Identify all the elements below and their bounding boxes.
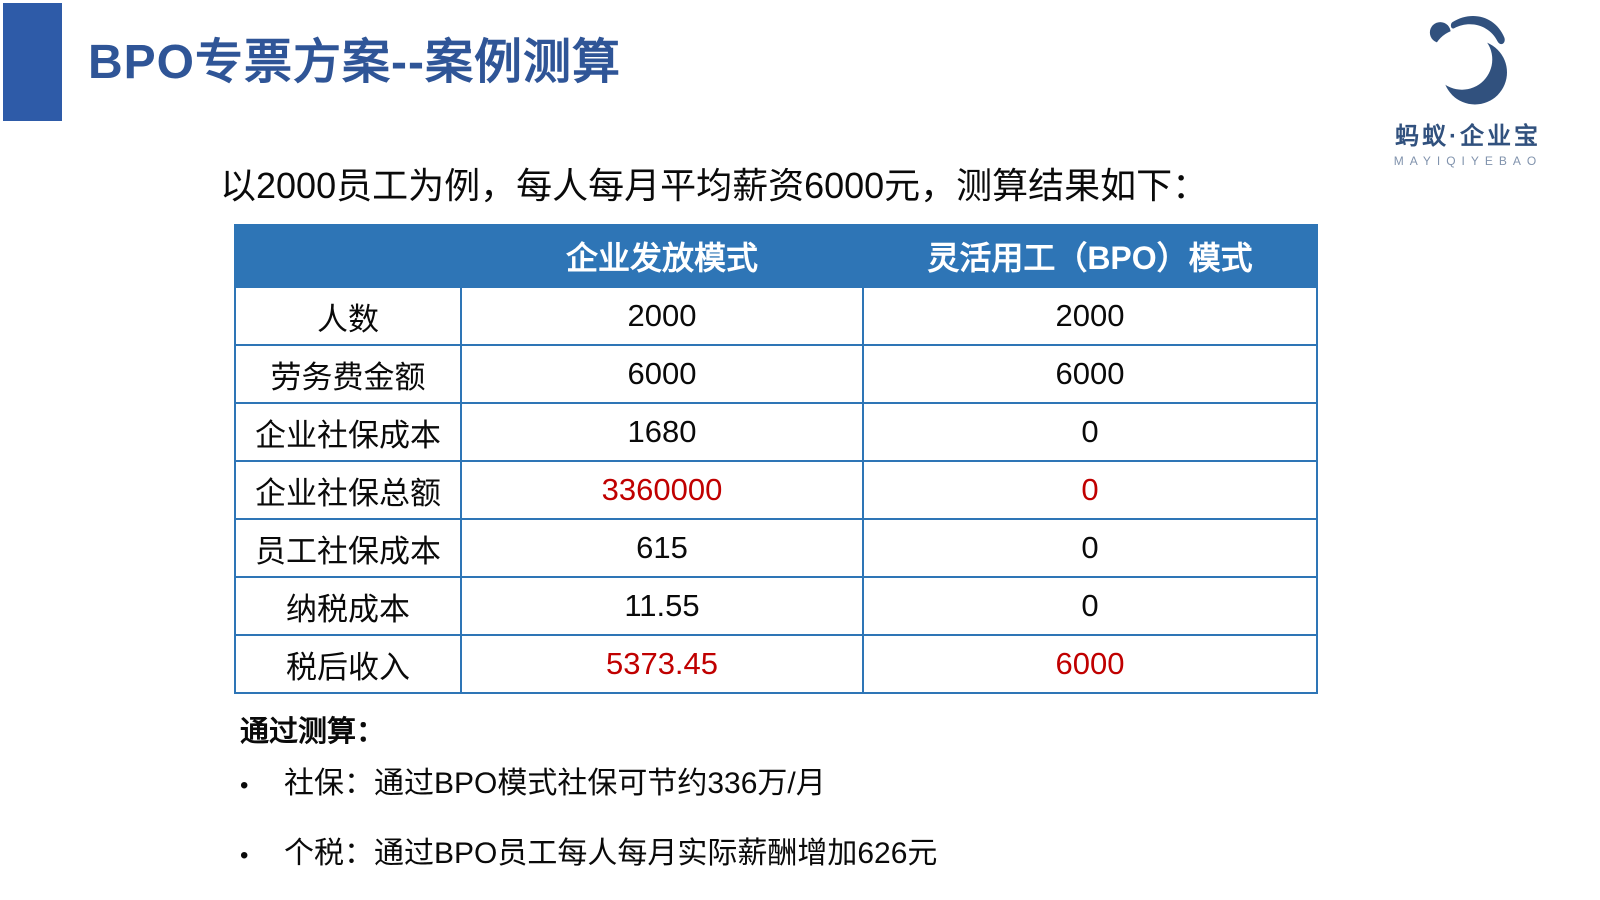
- value-enterprise: 5373.45: [460, 634, 864, 694]
- row-label: 人数: [234, 286, 462, 346]
- logo-name-en: MAYIQIYEBAO: [1393, 154, 1543, 168]
- summary-list: 社保：通过BPO模式社保可节约336万/月 个税：通过BPO员工每人每月实际薪酬…: [240, 758, 937, 898]
- value-bpo: 0: [862, 402, 1318, 462]
- ant-logo-icon: [1429, 15, 1507, 105]
- list-item: 个税：通过BPO员工每人每月实际薪酬增加626元: [240, 828, 937, 872]
- summary-heading: 通过测算：: [240, 716, 386, 748]
- page-title: BPO专票方案--案例测算: [88, 36, 621, 89]
- summary-bullet-text: 社保：通过BPO模式社保可节约336万/月: [284, 767, 826, 800]
- value-enterprise: 615: [460, 518, 864, 578]
- value-bpo: 6000: [862, 634, 1318, 694]
- value-bpo: 0: [862, 460, 1318, 520]
- row-label: 税后收入: [234, 634, 462, 694]
- company-logo: 蚂蚁·企业宝 MAYIQIYEBAO: [1378, 10, 1558, 168]
- header-bpo-mode: 灵活用工（BPO）模式: [862, 224, 1318, 288]
- table-row: 税后收入 5373.45 6000: [234, 634, 1318, 694]
- value-enterprise: 1680: [460, 402, 864, 462]
- bullet-icon: [240, 772, 284, 800]
- value-bpo: 6000: [862, 344, 1318, 404]
- comparison-table: 企业发放模式 灵活用工（BPO）模式 人数 2000 2000 劳务费金额 60…: [234, 224, 1318, 694]
- table-row: 企业社保总额 3360000 0: [234, 460, 1318, 520]
- value-bpo: 0: [862, 518, 1318, 578]
- value-enterprise: 2000: [460, 286, 864, 346]
- value-bpo: 2000: [862, 286, 1318, 346]
- table-row: 劳务费金额 6000 6000: [234, 344, 1318, 404]
- header-enterprise-mode: 企业发放模式: [460, 224, 864, 288]
- accent-bar: [3, 3, 62, 121]
- case-assumption-text: 以2000员工为例，每人每月平均薪资6000元，测算结果如下：: [220, 165, 1209, 206]
- table-row: 纳税成本 11.55 0: [234, 576, 1318, 636]
- table-row: 人数 2000 2000: [234, 286, 1318, 346]
- value-enterprise: 3360000: [460, 460, 864, 520]
- value-enterprise: 6000: [460, 344, 864, 404]
- table-row: 员工社保成本 615 0: [234, 518, 1318, 578]
- summary-bullet-text: 个税：通过BPO员工每人每月实际薪酬增加626元: [284, 837, 938, 870]
- row-label: 劳务费金额: [234, 344, 462, 404]
- table-header-row: 企业发放模式 灵活用工（BPO）模式: [234, 224, 1318, 288]
- logo-name-cn: 蚂蚁·企业宝: [1395, 123, 1541, 150]
- value-bpo: 0: [862, 576, 1318, 636]
- header-blank: [234, 224, 462, 288]
- table-row: 企业社保成本 1680 0: [234, 402, 1318, 462]
- bullet-icon: [240, 842, 284, 870]
- row-label: 企业社保成本: [234, 402, 462, 462]
- row-label: 员工社保成本: [234, 518, 462, 578]
- row-label: 纳税成本: [234, 576, 462, 636]
- row-label: 企业社保总额: [234, 460, 462, 520]
- value-enterprise: 11.55: [460, 576, 864, 636]
- list-item: 社保：通过BPO模式社保可节约336万/月: [240, 758, 937, 802]
